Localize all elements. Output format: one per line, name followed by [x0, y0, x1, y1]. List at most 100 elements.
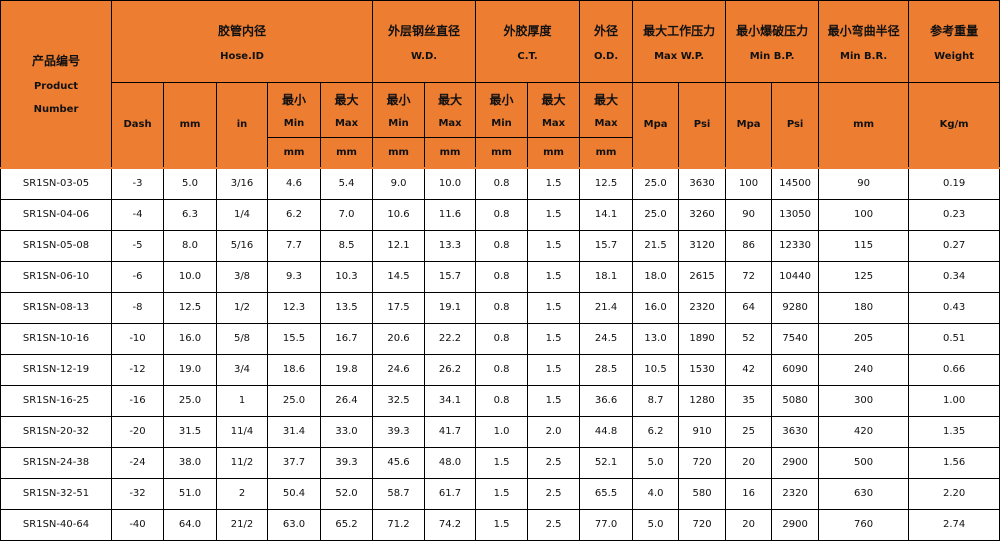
- header-weight-unit: Kg/m: [908, 82, 1000, 168]
- table-cell: 11/4: [216, 415, 268, 448]
- header-bp-mpa: Mpa: [725, 82, 773, 168]
- table-cell: 63.0: [267, 508, 321, 541]
- table-cell: -40: [111, 508, 164, 541]
- min-zh: 最小: [281, 93, 306, 107]
- table-cell: 0.51: [908, 322, 1000, 355]
- table-cell: -16: [111, 384, 164, 417]
- header-ct-min: 最小 Min: [475, 82, 529, 138]
- table-cell: 1.5: [475, 477, 529, 510]
- table-row: SR1SN-05-08 -5 8.0 5/16 7.7 8.5 12.1 13.3 0.8 1.5…: [0, 229, 1000, 262]
- table-cell: 2.5: [527, 508, 581, 541]
- header-br-en: Min B.R.: [840, 50, 888, 62]
- table-cell: 2900: [771, 446, 820, 479]
- header-product-en1: Product: [33, 81, 79, 93]
- table-cell: 10.6: [372, 198, 426, 231]
- table-cell: 37.7: [267, 446, 321, 479]
- table-cell: 4.6: [267, 166, 321, 200]
- table-cell: 3/4: [216, 353, 268, 386]
- table-cell: 10.0: [424, 166, 477, 200]
- header-wd-min: 最小 Min: [372, 82, 426, 138]
- max-zh: 最大: [541, 93, 566, 107]
- table-cell: 0.66: [908, 353, 1000, 386]
- table-cell: 10.0: [163, 260, 217, 293]
- table-cell: 2615: [678, 260, 727, 293]
- table-cell: 26.4: [319, 384, 374, 417]
- header-weight-zh: 参考重量: [930, 23, 979, 38]
- table-cell: 8.5: [319, 229, 374, 262]
- table-cell: 1.5: [475, 508, 529, 541]
- table-cell: 24.5: [579, 322, 634, 355]
- table-row: SR1SN-32-51 -32 51.0 2 50.4 52.0 58.7 61.7 1.5 2.…: [0, 477, 1000, 510]
- table-cell: 0.8: [475, 353, 529, 386]
- table-body: SR1SN-03-05 -3 5.0 3/16 4.6 5.4 9.0 10.0 0.8 1.5 1…: [0, 166, 1000, 541]
- table-cell: 1.5: [527, 166, 581, 200]
- table-row: SR1SN-10-16 -10 16.0 5/8 15.5 16.7 20.6 22.2 0.8…: [0, 322, 1000, 355]
- table-cell: 2.0: [527, 415, 581, 448]
- table-cell: 1/4: [216, 198, 268, 231]
- max-zh: 最大: [334, 93, 359, 107]
- table-cell: 1.00: [908, 384, 1000, 417]
- table-cell: 125: [818, 260, 910, 293]
- table-cell: 0.8: [475, 166, 529, 200]
- table-cell: 18.6: [267, 353, 321, 386]
- table-cell: -10: [111, 322, 164, 355]
- product-number-cell: SR1SN-06-10: [0, 260, 112, 293]
- table-cell: 720: [678, 446, 727, 479]
- table-cell: 52.0: [319, 477, 374, 510]
- unit-mm: mm: [424, 137, 477, 168]
- table-cell: 4.0: [632, 477, 680, 510]
- table-cell: 1.5: [527, 291, 581, 324]
- table-cell: 16.0: [632, 291, 680, 324]
- table-cell: 50.4: [267, 477, 321, 510]
- table-cell: 0.8: [475, 229, 529, 262]
- header-hose-id: 胶管内径 Hose.ID: [110, 0, 374, 83]
- table-cell: 44.8: [579, 415, 634, 448]
- max-zh: 最大: [594, 93, 619, 107]
- table-cell: 16.7: [319, 322, 374, 355]
- table-cell: 1.56: [908, 446, 1000, 479]
- header-bp-psi: Psi: [771, 82, 820, 168]
- unit-mm: mm: [527, 137, 581, 168]
- table-cell: 5.4: [319, 166, 374, 200]
- max-en: Max: [438, 118, 462, 129]
- product-number-cell: SR1SN-10-16: [0, 322, 112, 355]
- table-cell: 25: [725, 415, 773, 448]
- product-number-cell: SR1SN-12-19: [0, 353, 112, 386]
- table-cell: 16: [725, 477, 773, 510]
- table-row: SR1SN-20-32 -20 31.5 11/4 31.4 33.0 39.3 41.7 1.…: [0, 415, 1000, 448]
- table-cell: 20: [725, 446, 773, 479]
- table-cell: 41.7: [424, 415, 477, 448]
- table-cell: 6.3: [163, 198, 217, 231]
- header-ct-en: C.T.: [517, 50, 538, 62]
- table-cell: 720: [678, 508, 727, 541]
- product-number-cell: SR1SN-08-13: [0, 291, 112, 324]
- header-weight: 参考重量 Weight: [908, 0, 1000, 83]
- table-row: SR1SN-04-06 -4 6.3 1/4 6.2 7.0 10.6 11.6 0.8 1.5 1…: [0, 198, 1000, 231]
- table-cell: 64.0: [163, 508, 217, 541]
- table-cell: 5.0: [632, 508, 680, 541]
- max-en: Max: [594, 118, 618, 129]
- table-cell: 9280: [771, 291, 820, 324]
- header-product-zh: 产品编号: [31, 54, 80, 69]
- min-zh: 最小: [386, 93, 411, 107]
- table-cell: 31.4: [267, 415, 321, 448]
- table-cell: 2320: [771, 477, 820, 510]
- table-cell: 52: [725, 322, 773, 355]
- product-number-cell: SR1SN-16-25: [0, 384, 112, 417]
- table-cell: -20: [111, 415, 164, 448]
- table-cell: -4: [111, 198, 164, 231]
- header-wd-max: 最大 Max: [424, 82, 477, 138]
- table-cell: 13.0: [632, 322, 680, 355]
- table-cell: 5/16: [216, 229, 268, 262]
- table-cell: 15.7: [424, 260, 477, 293]
- table-cell: 3/8: [216, 260, 268, 293]
- product-number-cell: SR1SN-32-51: [0, 477, 112, 510]
- table-row: SR1SN-08-13 -8 12.5 1/2 12.3 13.5 17.5 19.1 0.8 1…: [0, 291, 1000, 324]
- table-cell: 5.0: [632, 446, 680, 479]
- unit-mm: mm: [475, 137, 529, 168]
- header-ct: 外胶厚度 C.T.: [475, 0, 581, 83]
- table-cell: 180: [818, 291, 910, 324]
- table-cell: 5.0: [163, 166, 217, 200]
- min-en: Min: [491, 118, 512, 129]
